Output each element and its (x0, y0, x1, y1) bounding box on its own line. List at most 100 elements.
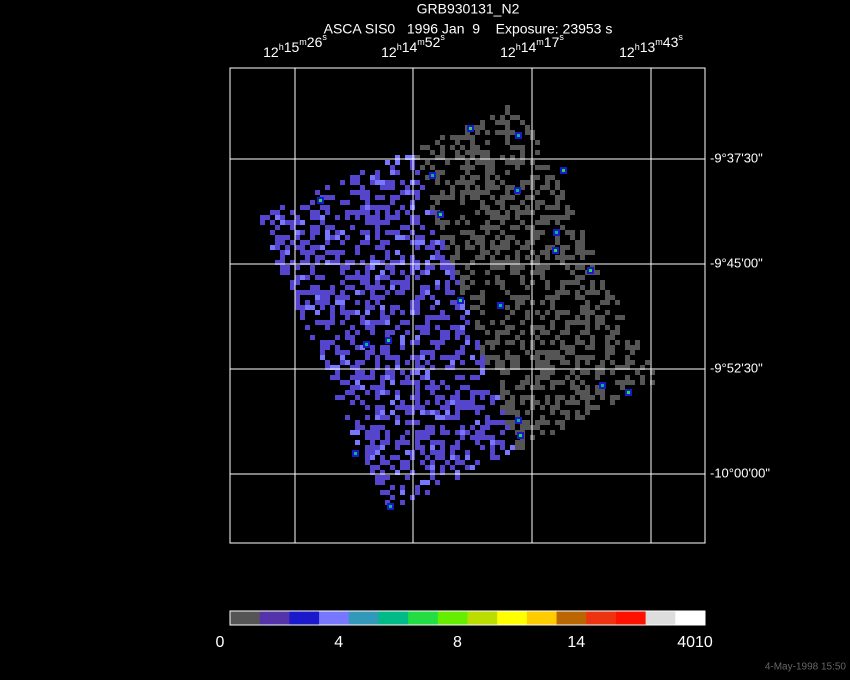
image-pixel (535, 255, 540, 260)
image-pixel (350, 285, 355, 290)
image-pixel (340, 305, 345, 310)
image-pixel (445, 410, 450, 415)
image-pixel (325, 345, 330, 350)
image-pixel (335, 370, 340, 375)
image-pixel (440, 425, 445, 430)
image-pixel (365, 215, 370, 220)
image-pixel (555, 355, 560, 360)
image-pixel (355, 215, 360, 220)
image-pixel (430, 430, 435, 435)
image-pixel (450, 290, 455, 295)
image-pixel (550, 365, 555, 370)
image-pixel (370, 385, 375, 390)
image-pixel (360, 320, 365, 325)
image-pixel (605, 355, 610, 360)
image-pixel (310, 225, 315, 230)
image-pixel (545, 245, 550, 250)
image-pixel (485, 280, 490, 285)
image-pixel (310, 285, 315, 290)
image-pixel (395, 215, 400, 220)
image-pixel (505, 130, 510, 135)
image-pixel (425, 325, 430, 330)
image-pixel (460, 155, 465, 160)
image-pixel (340, 395, 345, 400)
image-pixel (540, 300, 545, 305)
image-pixel (325, 195, 330, 200)
image-pixel (510, 195, 515, 200)
image-pixel (485, 155, 490, 160)
image-pixel (430, 230, 435, 235)
image-pixel (435, 340, 440, 345)
colorbar-swatch (348, 611, 379, 625)
image-pixel (525, 395, 530, 400)
image-pixel (500, 215, 505, 220)
image-pixel (535, 230, 540, 235)
image-pixel (560, 250, 565, 255)
image-pixel (590, 355, 595, 360)
image-pixel (500, 180, 505, 185)
image-pixel (535, 175, 540, 180)
image-pixel (515, 360, 520, 365)
image-pixel (605, 295, 610, 300)
image-pixel (395, 420, 400, 425)
image-pixel (435, 385, 440, 390)
image-pixel (420, 355, 425, 360)
image-pixel (485, 180, 490, 185)
image-pixel (335, 295, 340, 300)
image-pixel (580, 355, 585, 360)
image-pixel (515, 205, 520, 210)
image-pixel (485, 225, 490, 230)
image-pixel (455, 305, 460, 310)
image-pixel (495, 265, 500, 270)
image-pixel (300, 275, 305, 280)
image-pixel (315, 285, 320, 290)
image-pixel (460, 375, 465, 380)
image-pixel (515, 270, 520, 275)
image-pixel (280, 265, 285, 270)
image-pixel (320, 345, 325, 350)
image-pixel (580, 380, 585, 385)
image-pixel (400, 405, 405, 410)
image-pixel (415, 305, 420, 310)
image-pixel (445, 415, 450, 420)
image-pixel (375, 295, 380, 300)
image-pixel (260, 215, 265, 220)
image-pixel (345, 380, 350, 385)
image-pixel (475, 405, 480, 410)
colorbar-swatch (437, 611, 468, 625)
image-pixel (570, 255, 575, 260)
ra-value: 12 (381, 44, 397, 60)
image-pixel (470, 175, 475, 180)
image-pixel (415, 430, 420, 435)
image-pixel (290, 285, 295, 290)
image-pixel (560, 345, 565, 350)
image-pixel (375, 285, 380, 290)
image-pixel (560, 190, 565, 195)
image-pixel (420, 445, 425, 450)
image-pixel (565, 345, 570, 350)
image-pixel (375, 355, 380, 360)
ra-label: 12h14m52s (381, 32, 445, 59)
image-pixel (510, 325, 515, 330)
image-pixel (280, 270, 285, 275)
image-pixel (275, 260, 280, 265)
image-pixel (445, 160, 450, 165)
image-pixel (300, 305, 305, 310)
colorbar-frame (229, 610, 706, 626)
image-pixel (270, 220, 275, 225)
image-pixel (370, 180, 375, 185)
image-pixel (540, 370, 545, 375)
colorbar-swatch (230, 611, 261, 625)
image-pixel (445, 355, 450, 360)
image-pixel (360, 290, 365, 295)
image-pixel (525, 375, 530, 380)
image-pixel (415, 360, 420, 365)
image-pixel (535, 265, 540, 270)
image-pixel (365, 190, 370, 195)
image-pixel (520, 425, 525, 430)
image-pixel (385, 250, 390, 255)
image-pixel (440, 265, 445, 270)
image-pixel (400, 335, 405, 340)
ra-label: 12h13m43s (619, 32, 683, 59)
